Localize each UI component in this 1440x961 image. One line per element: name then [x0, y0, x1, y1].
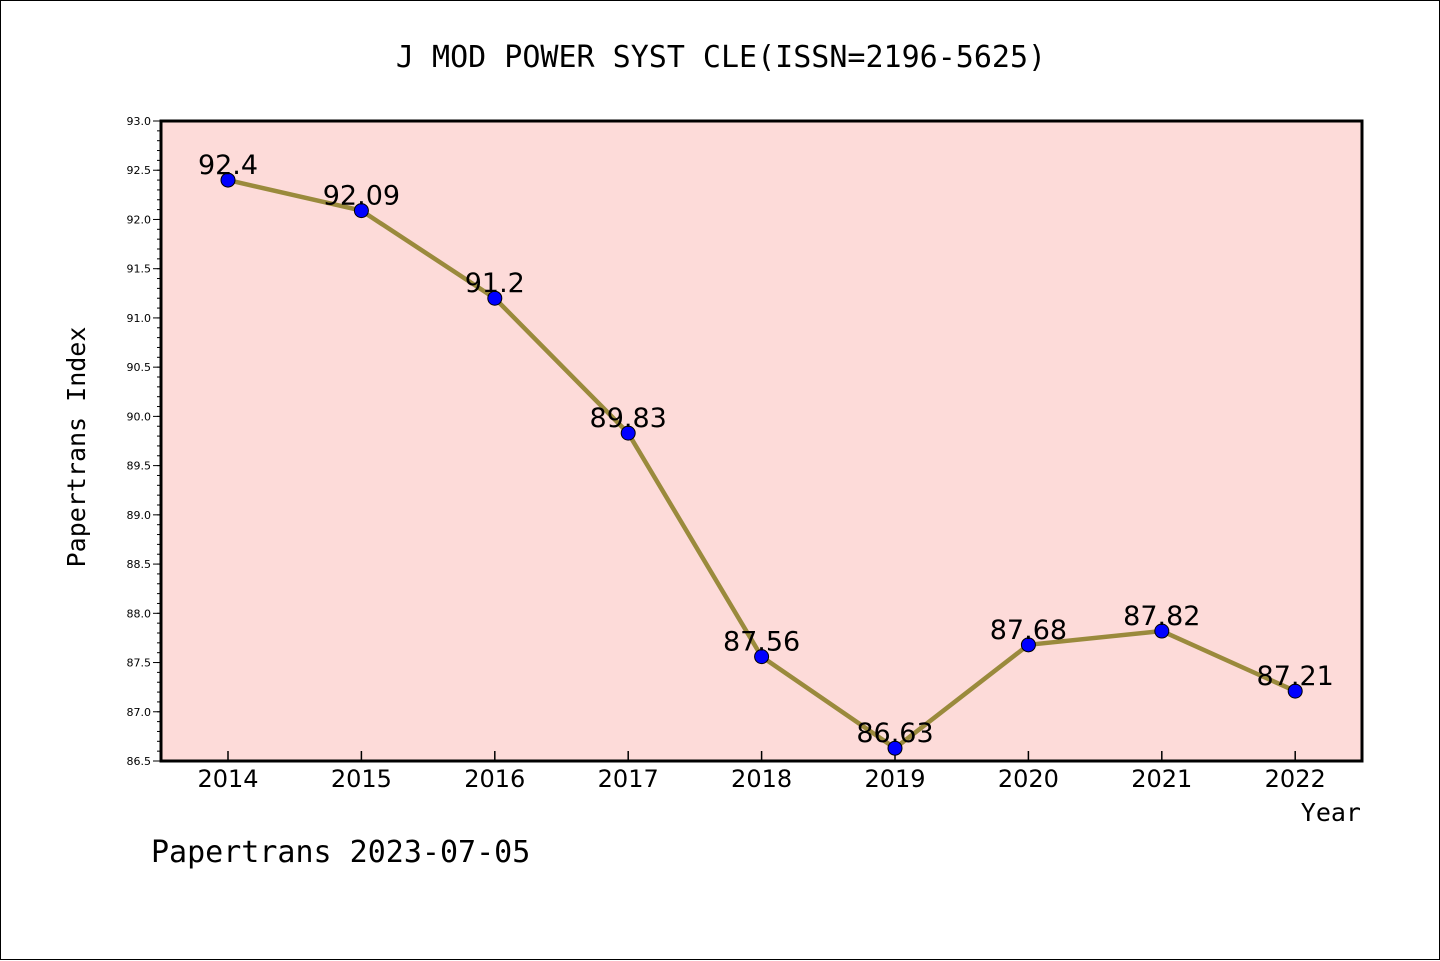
data-point	[1154, 623, 1170, 639]
data-label: 87.56	[723, 627, 800, 658]
plot-area	[161, 121, 1362, 761]
data-label: 86.63	[856, 718, 933, 749]
x-tick-label: 2017	[598, 765, 659, 793]
plot-border	[159, 119, 1364, 763]
data-label: 92.09	[323, 181, 400, 212]
x-tick-label: 2019	[864, 765, 925, 793]
y-tick-label: 87.5	[127, 657, 152, 670]
x-tick-label: 2015	[331, 765, 392, 793]
y-axis-label: Papertrans Index	[62, 327, 91, 568]
y-tick-label: 90.5	[127, 361, 152, 374]
x-tick-label: 2016	[464, 765, 525, 793]
data-label: 87.21	[1257, 661, 1334, 692]
y-tick-label: 88.5	[127, 558, 152, 571]
y-tick-label: 87.0	[127, 706, 152, 719]
data-point	[487, 290, 503, 306]
y-tick-label: 93.0	[127, 115, 152, 128]
data-label: 87.68	[990, 615, 1067, 646]
y-tick-label: 88.0	[127, 607, 152, 620]
series-layer: 92.4 92.09 91.2 89.83 87.56 86.63 87.68 87.82 87…	[198, 150, 1334, 756]
data-point	[220, 172, 236, 188]
data-label: 91.2	[465, 268, 525, 299]
data-label: 87.82	[1123, 601, 1200, 632]
x-axis-label: Year	[1301, 798, 1361, 827]
x-tick-label: 2018	[731, 765, 792, 793]
x-tick-label: 2021	[1131, 765, 1192, 793]
y-tick-label: 89.0	[127, 509, 152, 522]
y-tick-label: 92.5	[127, 164, 152, 177]
x-tick-label: 2020	[998, 765, 1059, 793]
y-tick-label: 86.5	[127, 755, 152, 768]
data-point	[887, 740, 903, 756]
footer-text: Papertrans 2023-07-05	[151, 835, 531, 870]
chart-title: J MOD POWER SYST CLE(ISSN=2196-5625)	[396, 40, 1046, 75]
x-tick-label: 2022	[1265, 765, 1326, 793]
data-label: 92.4	[198, 150, 258, 181]
data-point	[754, 649, 770, 665]
x-axis: 2014 2015 2016 2017 2018 2019 2020 2021 2022	[197, 751, 1326, 793]
data-label: 89.83	[590, 403, 667, 434]
data-point	[1020, 637, 1036, 653]
y-tick-label: 89.5	[127, 460, 152, 473]
y-axis: 86.5 87.0 87.5 88.0 88.5 89.0 89.5 90.0 90.5 91.0…	[127, 115, 161, 768]
x-tick-label: 2014	[197, 765, 258, 793]
y-tick-label: 90.0	[127, 410, 152, 423]
y-tick-label: 92.0	[127, 213, 152, 226]
data-point	[1287, 683, 1303, 699]
data-point	[620, 425, 636, 441]
y-tick-label: 91.5	[127, 263, 152, 276]
data-point	[353, 203, 369, 219]
y-tick-label: 91.0	[127, 312, 152, 325]
